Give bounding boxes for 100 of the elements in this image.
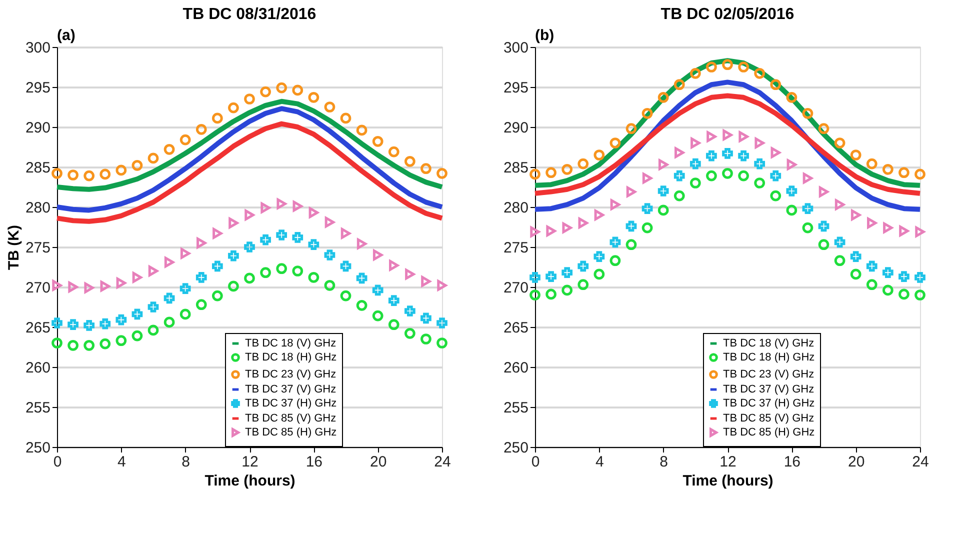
point xyxy=(404,328,416,339)
y-tick-label: 260 xyxy=(503,360,528,376)
point xyxy=(770,190,782,202)
point xyxy=(802,172,813,184)
point xyxy=(898,271,910,282)
point xyxy=(389,260,399,271)
point xyxy=(180,283,191,294)
point xyxy=(100,280,110,292)
point xyxy=(754,158,766,170)
point xyxy=(866,260,878,272)
point xyxy=(530,290,540,300)
point xyxy=(690,138,700,148)
point xyxy=(674,170,685,182)
point xyxy=(642,108,653,119)
point xyxy=(690,178,701,188)
point xyxy=(100,168,111,180)
text: (b) xyxy=(535,27,554,44)
point xyxy=(883,222,893,234)
point xyxy=(786,204,798,216)
point xyxy=(260,202,270,214)
point xyxy=(292,200,302,212)
point xyxy=(578,279,589,290)
point xyxy=(196,272,207,283)
point xyxy=(610,199,620,210)
point xyxy=(84,282,94,294)
legend-label: TB DC 37 (V) GHz xyxy=(245,384,336,396)
x-axis-title: Time (hours) xyxy=(204,472,296,490)
x-tick-label: 16 xyxy=(784,454,801,470)
point xyxy=(706,131,716,142)
point xyxy=(340,260,352,272)
point xyxy=(116,278,126,288)
point xyxy=(594,210,604,220)
legend-label: TB DC 23 (V) GHz xyxy=(723,368,814,380)
point xyxy=(356,300,368,311)
point xyxy=(722,148,733,159)
point xyxy=(84,340,95,351)
x-tick-label: 8 xyxy=(182,454,190,470)
point xyxy=(738,131,748,142)
point xyxy=(786,186,798,196)
point xyxy=(148,324,159,336)
point xyxy=(882,267,894,278)
point xyxy=(786,92,798,103)
point xyxy=(132,330,143,342)
point xyxy=(594,268,605,280)
point xyxy=(738,150,749,162)
point xyxy=(148,302,159,312)
point xyxy=(850,268,862,280)
point xyxy=(180,248,190,259)
point xyxy=(420,312,432,324)
point xyxy=(388,146,400,158)
point xyxy=(100,338,111,350)
point xyxy=(642,222,653,234)
point xyxy=(914,290,926,300)
point xyxy=(292,84,304,96)
point xyxy=(546,226,556,236)
point xyxy=(276,82,288,94)
y-tick-label: 270 xyxy=(503,280,528,296)
x-tick-label: 20 xyxy=(848,454,865,470)
legend-label: TB DC 85 (V) GHz xyxy=(245,412,336,424)
point xyxy=(914,272,926,283)
point xyxy=(436,338,448,348)
point xyxy=(244,242,255,252)
point xyxy=(530,272,540,283)
point xyxy=(690,68,701,79)
x-axis-title: Time (hours) xyxy=(682,472,774,490)
point xyxy=(132,160,143,171)
point xyxy=(324,102,336,112)
x-tick-label: 12 xyxy=(242,454,258,470)
point xyxy=(164,316,175,328)
point xyxy=(818,239,830,250)
x-tick-label: 24 xyxy=(434,454,451,470)
point xyxy=(754,138,764,148)
text: (a) xyxy=(57,27,76,44)
point xyxy=(164,292,175,304)
point xyxy=(738,62,749,72)
point xyxy=(180,308,191,320)
point xyxy=(546,288,556,300)
x-tick-label: 16 xyxy=(306,454,323,470)
y-tick-label: 270 xyxy=(25,280,50,296)
point xyxy=(212,290,223,302)
point xyxy=(562,164,573,175)
point xyxy=(562,267,573,278)
x-tick-label: 0 xyxy=(531,454,540,470)
point xyxy=(436,318,448,328)
point xyxy=(626,186,636,198)
point xyxy=(308,272,320,283)
point xyxy=(212,112,223,124)
legend-label: TB DC 18 (V) GHz xyxy=(723,338,814,350)
legend-label: TB DC 37 (H) GHz xyxy=(245,398,337,410)
y-axis-title: TB (K) xyxy=(5,225,22,270)
chart-title: TB DC 02/05/2016 xyxy=(660,6,794,23)
y-tick-label: 300 xyxy=(25,40,50,56)
legend-label: TB DC 85 (H) GHz xyxy=(723,426,815,438)
point xyxy=(642,172,652,184)
y-tick-label: 250 xyxy=(503,440,528,456)
point xyxy=(914,168,926,180)
point xyxy=(372,250,383,260)
point xyxy=(404,156,416,167)
point xyxy=(132,272,142,283)
legend-label: TB DC 85 (V) GHz xyxy=(723,412,814,424)
